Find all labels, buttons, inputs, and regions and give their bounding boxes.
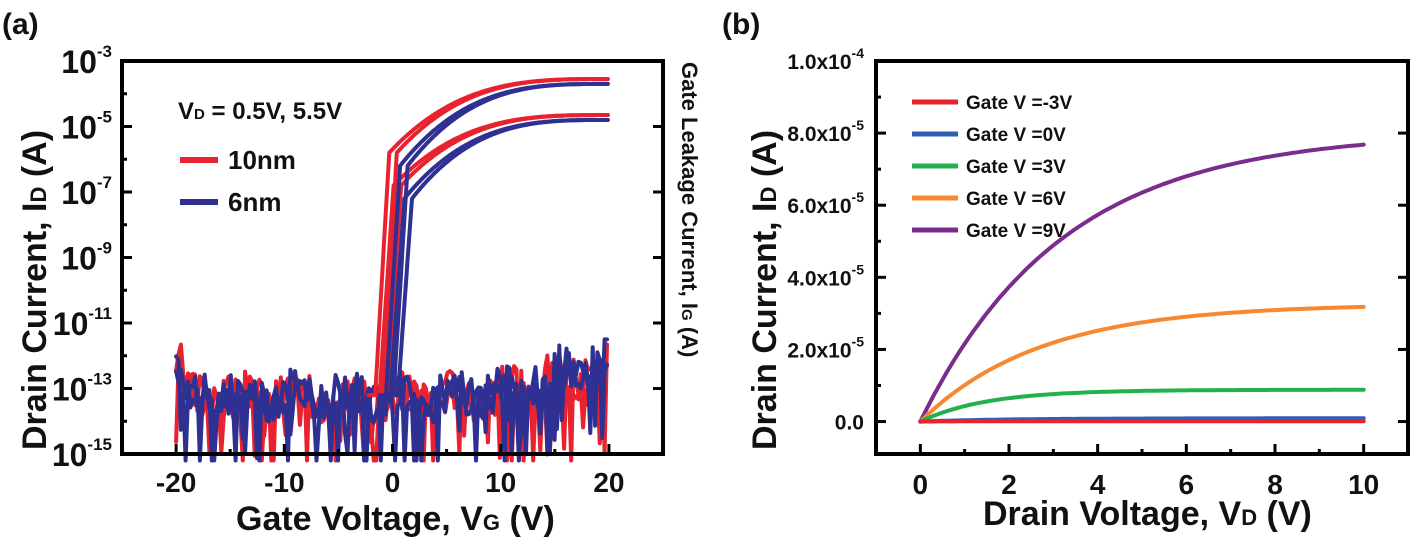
panel-a-y2label: Gate Leakage Current, IG (A) <box>677 62 702 357</box>
panel-b-output-curve <box>918 304 1366 424</box>
panel-b-output-curve <box>918 142 1366 424</box>
panel-a-xtick-label: -10 <box>264 467 304 498</box>
panel-b-label: (b) <box>722 8 760 41</box>
panel-a-ytick-label: 10-7 <box>61 173 112 211</box>
panel-a-ticks: -20 -10 0 10 20 10-3 10-5 10-7 10-9 10-11 10-13 10-… <box>52 42 665 498</box>
panel-b-ytick-label: 0.0 <box>835 412 864 435</box>
panel-a-legend-label: 6nm <box>228 187 281 217</box>
panel-a-ytick-label: 10-11 <box>53 304 112 342</box>
panel-b-ticks: 0 2 4 6 8 10 1.0x10-4 8.0x10-5 6.0x10-5 4.0x10-5 2… <box>787 45 1410 500</box>
panel-a-xtick-label: 10 <box>485 467 516 498</box>
panel-a-transfer-curve <box>378 113 610 398</box>
panel-a-xtick-label: 20 <box>593 467 624 498</box>
panel-b-legend-label: Gate V =9V <box>966 221 1066 242</box>
panel-a-plot-area <box>174 77 610 463</box>
panel-a-legend: 10nm 6nm <box>180 145 296 217</box>
panel-b-legend-label: Gate V =-3V <box>966 93 1072 114</box>
panel-a-ytick-label: 10-15 <box>52 435 112 473</box>
panel-b-frame <box>874 59 1410 456</box>
panel-a: (a) -20 -10 0 10 20 10-3 10-5 10-7 10-9 10-11 10-1… <box>2 8 702 538</box>
panel-b-legend-label: Gate V =3V <box>966 157 1066 178</box>
panel-b-ytick-label: 2.0x10-5 <box>787 333 864 362</box>
panel-b-xlabel: Drain Voltage, VD (V) <box>983 495 1312 533</box>
panel-a-xtick-label: -20 <box>156 467 196 498</box>
panel-b-xtick-label: 2 <box>1001 469 1017 500</box>
panel-b-xtick-label: 4 <box>1090 469 1106 500</box>
panel-b-ytick-label: 8.0x10-5 <box>787 117 864 146</box>
panel-a-transfer-curve <box>385 81 610 398</box>
panel-a-transfer-curve <box>389 118 610 398</box>
panel-b-ytick-label: 1.0x10-4 <box>787 45 864 74</box>
panel-a-transfer-curve <box>374 77 610 398</box>
panel-b-xtick-label: 10 <box>1348 469 1379 500</box>
panel-b-ytick-label: 4.0x10-5 <box>787 261 864 290</box>
panel-b-plot-area <box>918 142 1366 424</box>
panel-b-legend: Gate V =-3V Gate V =0V Gate V =3V Gate V =6… <box>912 93 1072 242</box>
panel-a-xtick-label: 0 <box>385 467 401 498</box>
panel-b-output-curve <box>918 387 1366 424</box>
panel-b-xtick-label: 6 <box>1179 469 1195 500</box>
panel-b: (b) 0 2 4 6 8 10 1.0x10-4 8.0x10-5 6.0x10-5 4.0x1… <box>722 8 1410 533</box>
panel-b-ylabel: Drain Current, ID (A) <box>746 130 784 450</box>
panel-b-xtick-label: 0 <box>913 469 929 500</box>
panel-a-xlabel: Gate Voltage, VG (V) <box>236 500 555 538</box>
panel-b-ytick-label: 6.0x10-5 <box>787 189 864 218</box>
panel-b-legend-label: Gate V =0V <box>966 125 1066 146</box>
panel-a-annotation: VD = 0.5V, 5.5V <box>178 98 342 125</box>
panel-a-legend-label: 10nm <box>228 145 296 175</box>
panel-b-xtick-label: 8 <box>1267 469 1283 500</box>
panel-a-label: (a) <box>2 8 39 41</box>
panel-a-ytick-label: 10-9 <box>61 239 112 277</box>
panel-a-ytick-label: 10-5 <box>61 108 112 146</box>
panel-a-ytick-label: 10-13 <box>52 370 112 408</box>
panel-a-ylabel: Drain Current, ID (A) <box>16 130 54 450</box>
panel-a-ytick-label: 10-3 <box>61 42 112 80</box>
panel-b-legend-label: Gate V =6V <box>966 189 1066 210</box>
